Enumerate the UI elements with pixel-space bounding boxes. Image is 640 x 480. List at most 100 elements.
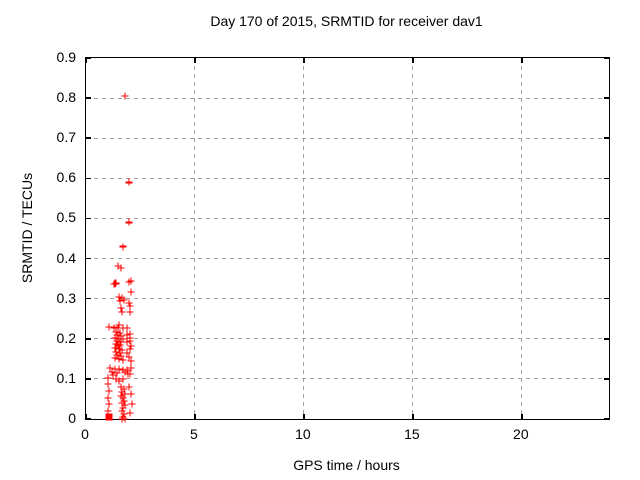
x-tick-mark-mirror <box>521 58 523 63</box>
data-point-plus <box>127 288 135 296</box>
data-point-plus <box>112 279 120 287</box>
data-point-plus <box>115 321 123 329</box>
x-tick-label: 5 <box>190 426 198 442</box>
data-point-plus <box>119 375 127 383</box>
y-tick-mark <box>86 97 91 99</box>
y-tick-mark <box>86 418 91 420</box>
x-axis-label: GPS time / hours <box>293 457 400 473</box>
data-point-plus <box>125 178 133 186</box>
data-point-plus <box>115 377 123 385</box>
x-tick-mark <box>85 414 87 419</box>
y-tick-mark <box>86 217 91 220</box>
data-point-plus <box>118 346 126 354</box>
x-tick-mark-mirror <box>303 58 305 63</box>
data-point-plus <box>104 394 112 402</box>
data-point-plus <box>123 349 131 357</box>
y-tick-label: 0.5 <box>56 209 76 226</box>
grid-line-vertical <box>303 58 305 419</box>
data-point-plus <box>118 399 126 407</box>
grid-line-horizontal <box>86 378 609 380</box>
data-point-plus <box>117 332 125 340</box>
data-point-plus <box>114 262 122 270</box>
data-point-plus <box>105 387 113 395</box>
x-tick-mark <box>521 414 523 419</box>
y-tick-mark-mirror <box>604 177 609 180</box>
grid-line-horizontal <box>86 217 609 219</box>
data-point-plus <box>120 397 128 405</box>
data-point-plus <box>114 342 122 350</box>
data-point-plus <box>109 371 117 379</box>
data-point-plus <box>119 394 127 402</box>
data-point-plus <box>110 280 118 288</box>
data-point-plus <box>112 348 120 356</box>
data-point-plus <box>112 328 120 336</box>
y-tick-label: 0.1 <box>56 369 76 386</box>
data-point-plus <box>126 308 134 316</box>
data-point-plus <box>115 293 123 301</box>
data-point-plus <box>119 366 127 374</box>
data-point-plus <box>125 278 133 286</box>
x-tick-mark-mirror <box>85 58 87 63</box>
data-point-plus <box>104 407 112 415</box>
data-point-plus <box>117 383 125 391</box>
y-tick-mark-mirror <box>604 338 609 340</box>
data-point-plus <box>117 392 125 400</box>
grid-line-horizontal <box>86 97 609 99</box>
y-tick-mark <box>86 137 91 139</box>
data-point-plus <box>112 375 120 383</box>
data-point-plus <box>126 345 134 353</box>
y-tick-mark <box>86 177 91 180</box>
y-tick-label: 0.2 <box>56 329 76 346</box>
grid-line-horizontal <box>86 258 609 260</box>
data-point-plus <box>117 264 125 272</box>
y-tick-mark-mirror <box>604 297 609 300</box>
y-tick-label: 0.4 <box>56 249 76 266</box>
data-point-plus <box>111 344 119 352</box>
data-point-plus <box>118 294 126 302</box>
data-point-plus <box>111 365 119 373</box>
data-point-plus <box>104 374 112 382</box>
grid-line-horizontal <box>86 298 609 300</box>
x-tick-label: 20 <box>513 426 529 442</box>
data-point-plus <box>126 302 134 310</box>
data-point-plus <box>115 355 123 363</box>
data-point-plus <box>111 334 119 342</box>
data-point-plus <box>117 338 125 346</box>
data-point-plus <box>118 388 126 396</box>
data-point-plus <box>118 407 126 415</box>
y-tick-mark <box>86 378 91 380</box>
y-tick-label: 0 <box>68 410 76 426</box>
y-axis-label: SRMTID / TECUs <box>19 172 35 284</box>
data-point-plus <box>126 370 134 378</box>
x-tick-label: 15 <box>404 426 420 442</box>
y-tick-mark <box>86 257 91 260</box>
data-point-plus <box>105 400 113 408</box>
data-point-plus <box>119 243 127 251</box>
y-tick-label: 0.7 <box>56 129 76 146</box>
data-point-plus <box>123 338 131 346</box>
data-point-plus <box>113 351 121 359</box>
y-tick-label: 0.8 <box>56 89 76 106</box>
data-point-plus <box>112 340 120 348</box>
data-point-plus <box>119 404 127 412</box>
data-point-plus <box>121 390 129 398</box>
data-point-plus <box>117 352 125 360</box>
data-point-plus <box>116 297 124 305</box>
data-point-plus <box>119 413 127 421</box>
data-point-plus <box>127 277 135 285</box>
plot-area <box>85 57 610 423</box>
y-tick-label: 0.3 <box>56 289 76 306</box>
data-point-plus <box>105 323 113 331</box>
data-point-square <box>105 413 113 421</box>
data-point-plus <box>115 335 123 343</box>
data-point-plus <box>123 366 131 374</box>
y-tick-label: 0.9 <box>56 49 76 65</box>
data-point-plus <box>127 390 135 398</box>
x-tick-mark <box>412 414 414 419</box>
x-tick-mark-mirror <box>412 58 414 63</box>
y-tick-mark-mirror <box>604 217 609 220</box>
data-point-plus <box>114 324 122 332</box>
x-tick-label: 0 <box>81 426 89 442</box>
data-point-plus <box>113 369 121 377</box>
